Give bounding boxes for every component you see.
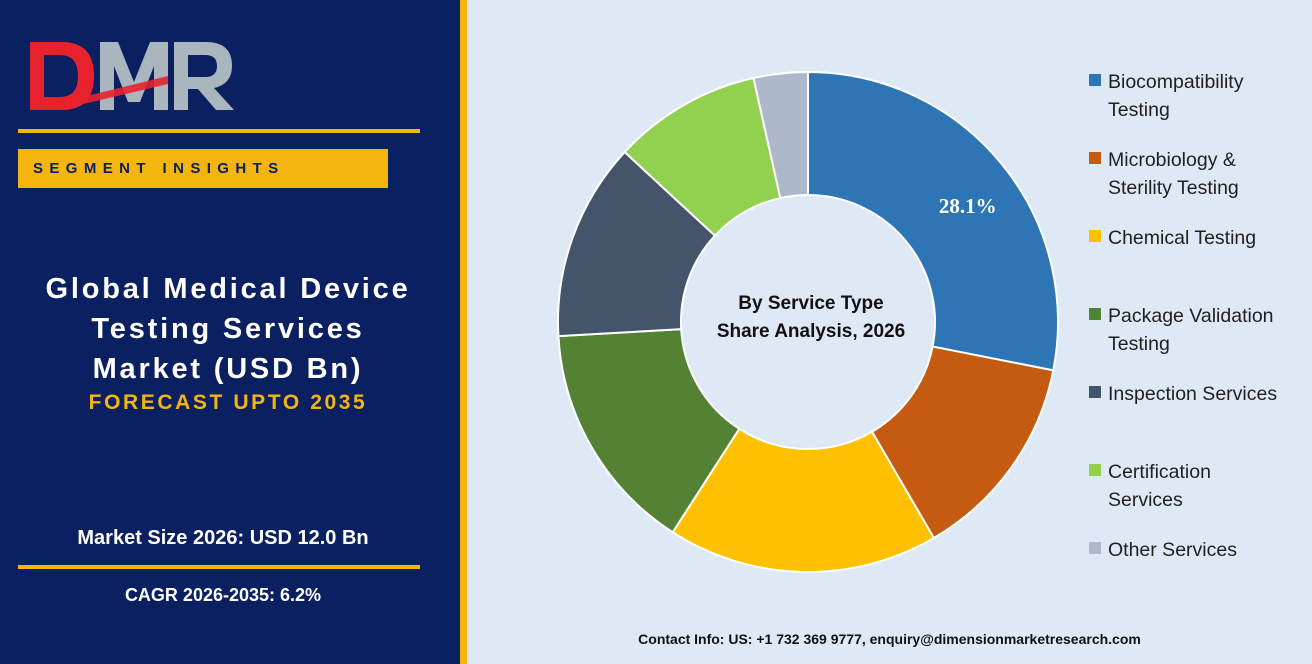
cagr-stat: CAGR 2026-2035: 6.2% xyxy=(124,585,322,605)
legend-swatch xyxy=(1089,230,1101,242)
legend-label-line: Testing xyxy=(1108,333,1170,355)
top-rule xyxy=(18,129,420,133)
contact-info: Contact Info: US: +1 732 369 9777, enqui… xyxy=(638,631,1141,647)
forecast-subtitle: FORECAST UPTO 2035 xyxy=(88,391,368,414)
legend-swatch xyxy=(1089,464,1101,476)
logo-letter-m xyxy=(100,42,168,110)
slice-data-label: 28.1% xyxy=(939,194,997,218)
donut-slice-1 xyxy=(870,345,1055,540)
chart-center-label: By Service Type xyxy=(738,293,883,314)
logo-letter-r xyxy=(174,42,234,110)
legend-label-line: Testing xyxy=(1108,99,1170,121)
donut-slice-4 xyxy=(557,150,717,338)
stats-rule xyxy=(18,565,420,569)
legend-label-line: Microbiology & xyxy=(1108,149,1236,171)
legend-label-line: Inspection Services xyxy=(1108,383,1278,405)
legend-swatch xyxy=(1089,386,1101,398)
legend-label: Inspection Services xyxy=(1108,380,1308,408)
market-size-stat: Market Size 2026: USD 12.0 Bn xyxy=(77,527,369,549)
donut-slice-3 xyxy=(557,328,741,534)
report-title-line: Testing Services xyxy=(91,313,365,345)
legend-swatch xyxy=(1089,74,1101,86)
donut-chart: 28.1% By Service Type Share Analysis, 20… xyxy=(557,70,1059,573)
legend-label-line: Package Validation xyxy=(1108,305,1274,327)
divider-stripe xyxy=(460,0,467,664)
report-title: Global Medical Device Testing Services M… xyxy=(0,269,456,389)
legend-label-line: Certification xyxy=(1108,461,1211,483)
legend-swatch xyxy=(1089,308,1101,320)
legend-label: Certification Services xyxy=(1108,458,1308,514)
legend-swatch xyxy=(1089,542,1101,554)
logo-letter-d xyxy=(30,42,94,110)
legend-label-line: Other Services xyxy=(1108,539,1237,561)
legend-label: Other Services xyxy=(1108,536,1308,564)
dmr-logo xyxy=(30,42,234,110)
donut-slice-6 xyxy=(752,70,809,200)
logo-red-swoosh xyxy=(30,76,168,110)
legend-label-line: Services xyxy=(1108,489,1183,511)
legend-label: Microbiology & Sterility Testing xyxy=(1108,146,1308,202)
legend-label: Biocompatibility Testing xyxy=(1108,68,1308,124)
legend-swatch xyxy=(1089,152,1101,164)
donut-slice-2 xyxy=(671,427,936,573)
legend-label-line: Chemical Testing xyxy=(1108,227,1257,249)
legend-label: Chemical Testing xyxy=(1108,224,1308,252)
chart-center-label: Share Analysis, 2026 xyxy=(717,321,905,342)
donut-slice-0 xyxy=(807,70,1059,372)
report-title-line: Market (USD Bn) xyxy=(92,353,364,385)
donut-slices xyxy=(557,70,1059,573)
sidebar-panel xyxy=(0,0,460,664)
legend-label: Package Validation Testing xyxy=(1108,302,1308,358)
segment-insights-banner: SEGMENT INSIGHTS xyxy=(18,149,388,188)
donut-data-labels: 28.1% xyxy=(939,194,997,218)
legend-label-line: Biocompatibility xyxy=(1108,71,1244,93)
report-title-line: Global Medical Device xyxy=(45,273,411,305)
legend-label-line: Sterility Testing xyxy=(1108,177,1239,199)
